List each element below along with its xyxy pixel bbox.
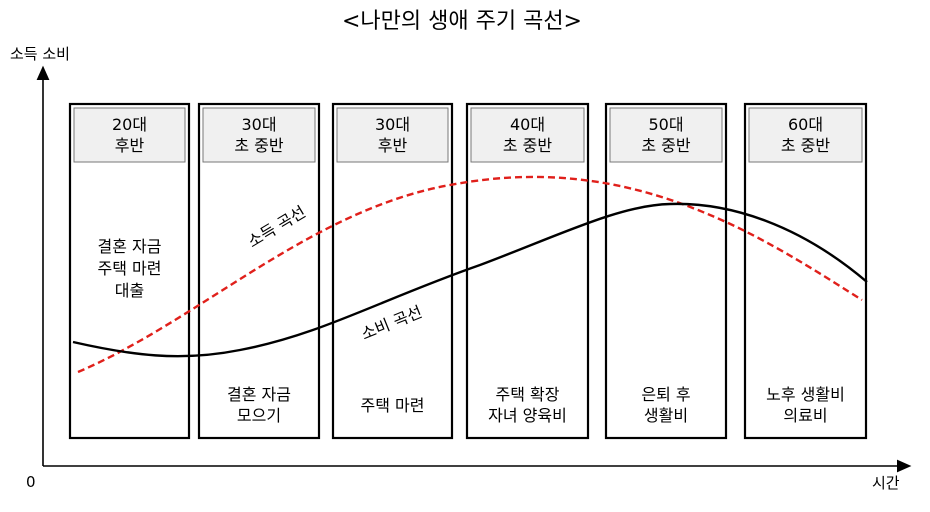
consumption-curve xyxy=(72,202,868,358)
stage-bottom-text: 모으기 xyxy=(237,406,281,425)
stage-bottom-text: 결혼 자금 xyxy=(227,385,291,404)
stage-header-label: 30대 xyxy=(241,115,276,134)
stage-header-label: 초 중반 xyxy=(503,136,553,155)
stage-header-label: 30대 xyxy=(375,115,410,134)
stage-header xyxy=(202,107,316,163)
stage-header xyxy=(748,107,863,163)
stage-header-label: 20대 xyxy=(112,115,147,134)
stage-bottom-text: 노후 생활비 xyxy=(766,385,845,404)
origin-label: 0 xyxy=(26,473,36,491)
stage-bottom-text: 은퇴 후 xyxy=(641,385,690,404)
stage-header-label: 초 중반 xyxy=(781,136,831,155)
stage-header-label: 40대 xyxy=(510,115,545,134)
stage-top-text: 주택 마련 xyxy=(98,259,162,278)
stage-header-label: 후반 xyxy=(115,136,145,155)
stage-header xyxy=(470,107,585,163)
stage-top-text: 결혼 자금 xyxy=(98,237,162,256)
stage-header-label: 초 중반 xyxy=(234,136,284,155)
stage-header xyxy=(336,107,449,163)
stage-header-label: 50대 xyxy=(648,115,683,134)
diagram-title: <나만의 생애 주기 곡선> xyxy=(342,9,582,34)
stage-header xyxy=(609,107,723,163)
stage-bottom-text: 생활비 xyxy=(644,406,688,425)
x-axis-label: 시간 xyxy=(872,474,900,492)
stage-header-label: 후반 xyxy=(378,136,408,155)
stage-header-label: 초 중반 xyxy=(641,136,691,155)
y-axis-label: 소득 소비 xyxy=(10,45,70,63)
stage-bottom-text: 주택 마련 xyxy=(361,396,425,415)
stage-bottom-text: 자녀 양육비 xyxy=(488,406,567,425)
stage-bottom-text: 의료비 xyxy=(783,406,827,425)
stage-header xyxy=(73,107,186,163)
stage-bottom-text: 주택 확장 xyxy=(496,385,560,404)
stage-header-label: 60대 xyxy=(788,115,823,134)
income-curve xyxy=(77,175,863,374)
stage-top-text: 대출 xyxy=(115,281,144,300)
